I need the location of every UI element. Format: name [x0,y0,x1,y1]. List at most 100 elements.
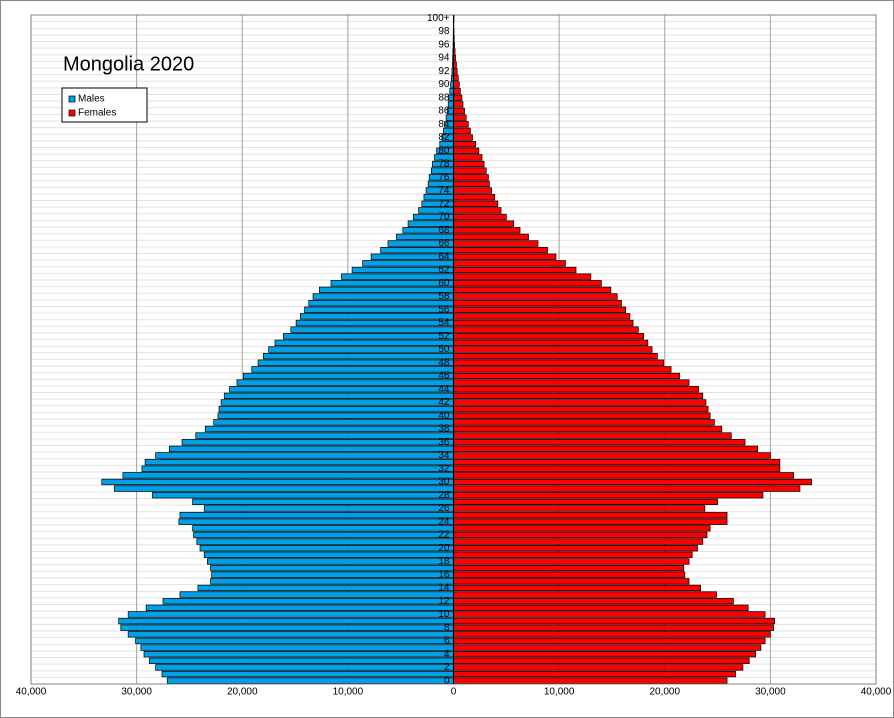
bar [453,392,704,400]
bar [453,366,672,373]
bar [453,352,658,360]
bar [304,306,454,313]
y-tick-label: 78 [438,159,450,170]
y-tick-label: 90 [438,79,450,90]
y-tick-label: 8 [444,622,450,633]
bar [453,134,473,141]
bar [453,160,485,168]
bar [290,326,454,333]
bar [453,246,548,254]
bar [453,439,746,446]
bar [101,478,454,486]
y-tick-label: 94 [438,53,450,64]
bar [453,551,693,558]
y-tick-label: 14 [438,583,450,594]
y-tick-label: 24 [438,516,450,527]
bar [453,220,515,227]
bar [453,445,759,453]
bar [268,346,454,353]
bar [453,233,529,241]
y-tick-label: 56 [438,304,450,315]
y-tick-label: 76 [438,172,450,183]
bar [330,280,454,287]
y-tick-label: 72 [438,198,450,209]
bar [453,266,577,274]
bar [453,505,706,512]
y-tick-label: 26 [438,503,450,514]
x-tick-label: 40,000 [16,687,47,698]
x-tick-label: 20,000 [227,687,258,698]
y-tick-label: 98 [438,26,450,37]
y-tick-label: 70 [438,212,450,223]
bar [220,399,454,406]
bar [453,253,557,260]
bar [274,339,454,347]
bar [312,293,454,300]
bar [152,492,454,499]
x-tick-label: 40,000 [861,687,892,698]
bar [145,604,454,611]
bar [453,346,653,353]
bar [203,505,454,512]
bar [453,359,665,366]
bar [161,670,454,678]
bar [127,631,454,638]
y-tick-label: 2 [444,662,450,673]
bar [453,386,699,393]
bar [218,405,454,413]
y-tick-label: 0 [444,675,450,686]
y-tick-label: 4 [444,649,450,660]
bar [453,571,686,578]
y-tick-label: 16 [438,569,450,580]
bar [143,651,454,658]
bar [453,664,744,671]
bar [453,240,539,247]
bar [453,472,794,479]
bar [453,313,631,320]
bar [453,88,461,95]
bar [257,359,454,366]
bar [341,273,454,280]
bar [453,280,602,287]
bar [453,531,708,539]
bar [118,617,454,625]
bar [148,657,454,664]
bar [453,227,521,234]
bar [453,81,460,88]
bar [453,121,469,128]
y-tick-label: 88 [438,92,450,103]
bar [453,339,649,347]
y-tick-label: 82 [438,132,450,143]
bar [453,631,771,638]
chart-title: Mongolia 2020 [63,53,194,75]
bar [223,392,454,400]
bar [144,458,454,466]
bar [141,465,454,472]
bar [217,412,454,419]
y-tick-label: 66 [438,238,450,249]
bar [453,187,492,194]
y-tick-label: 62 [438,265,450,276]
bar [453,657,750,664]
bar [453,458,781,466]
bar [453,670,736,678]
bar [453,273,592,280]
bar [283,333,454,340]
y-tick-label: 30 [438,477,450,488]
bar [453,127,471,135]
bar [453,379,690,386]
bar [453,193,496,201]
bar [453,564,685,572]
x-tick-label: 30,000 [755,687,786,698]
y-tick-label: 96 [438,39,450,50]
bar [453,147,480,154]
bar [210,564,454,572]
y-tick-label: 48 [438,357,450,368]
bar [207,558,454,565]
bar [120,624,454,631]
bar [453,101,464,108]
bar [197,584,454,592]
bar [453,94,463,101]
bar [453,213,507,221]
bar [453,478,812,486]
